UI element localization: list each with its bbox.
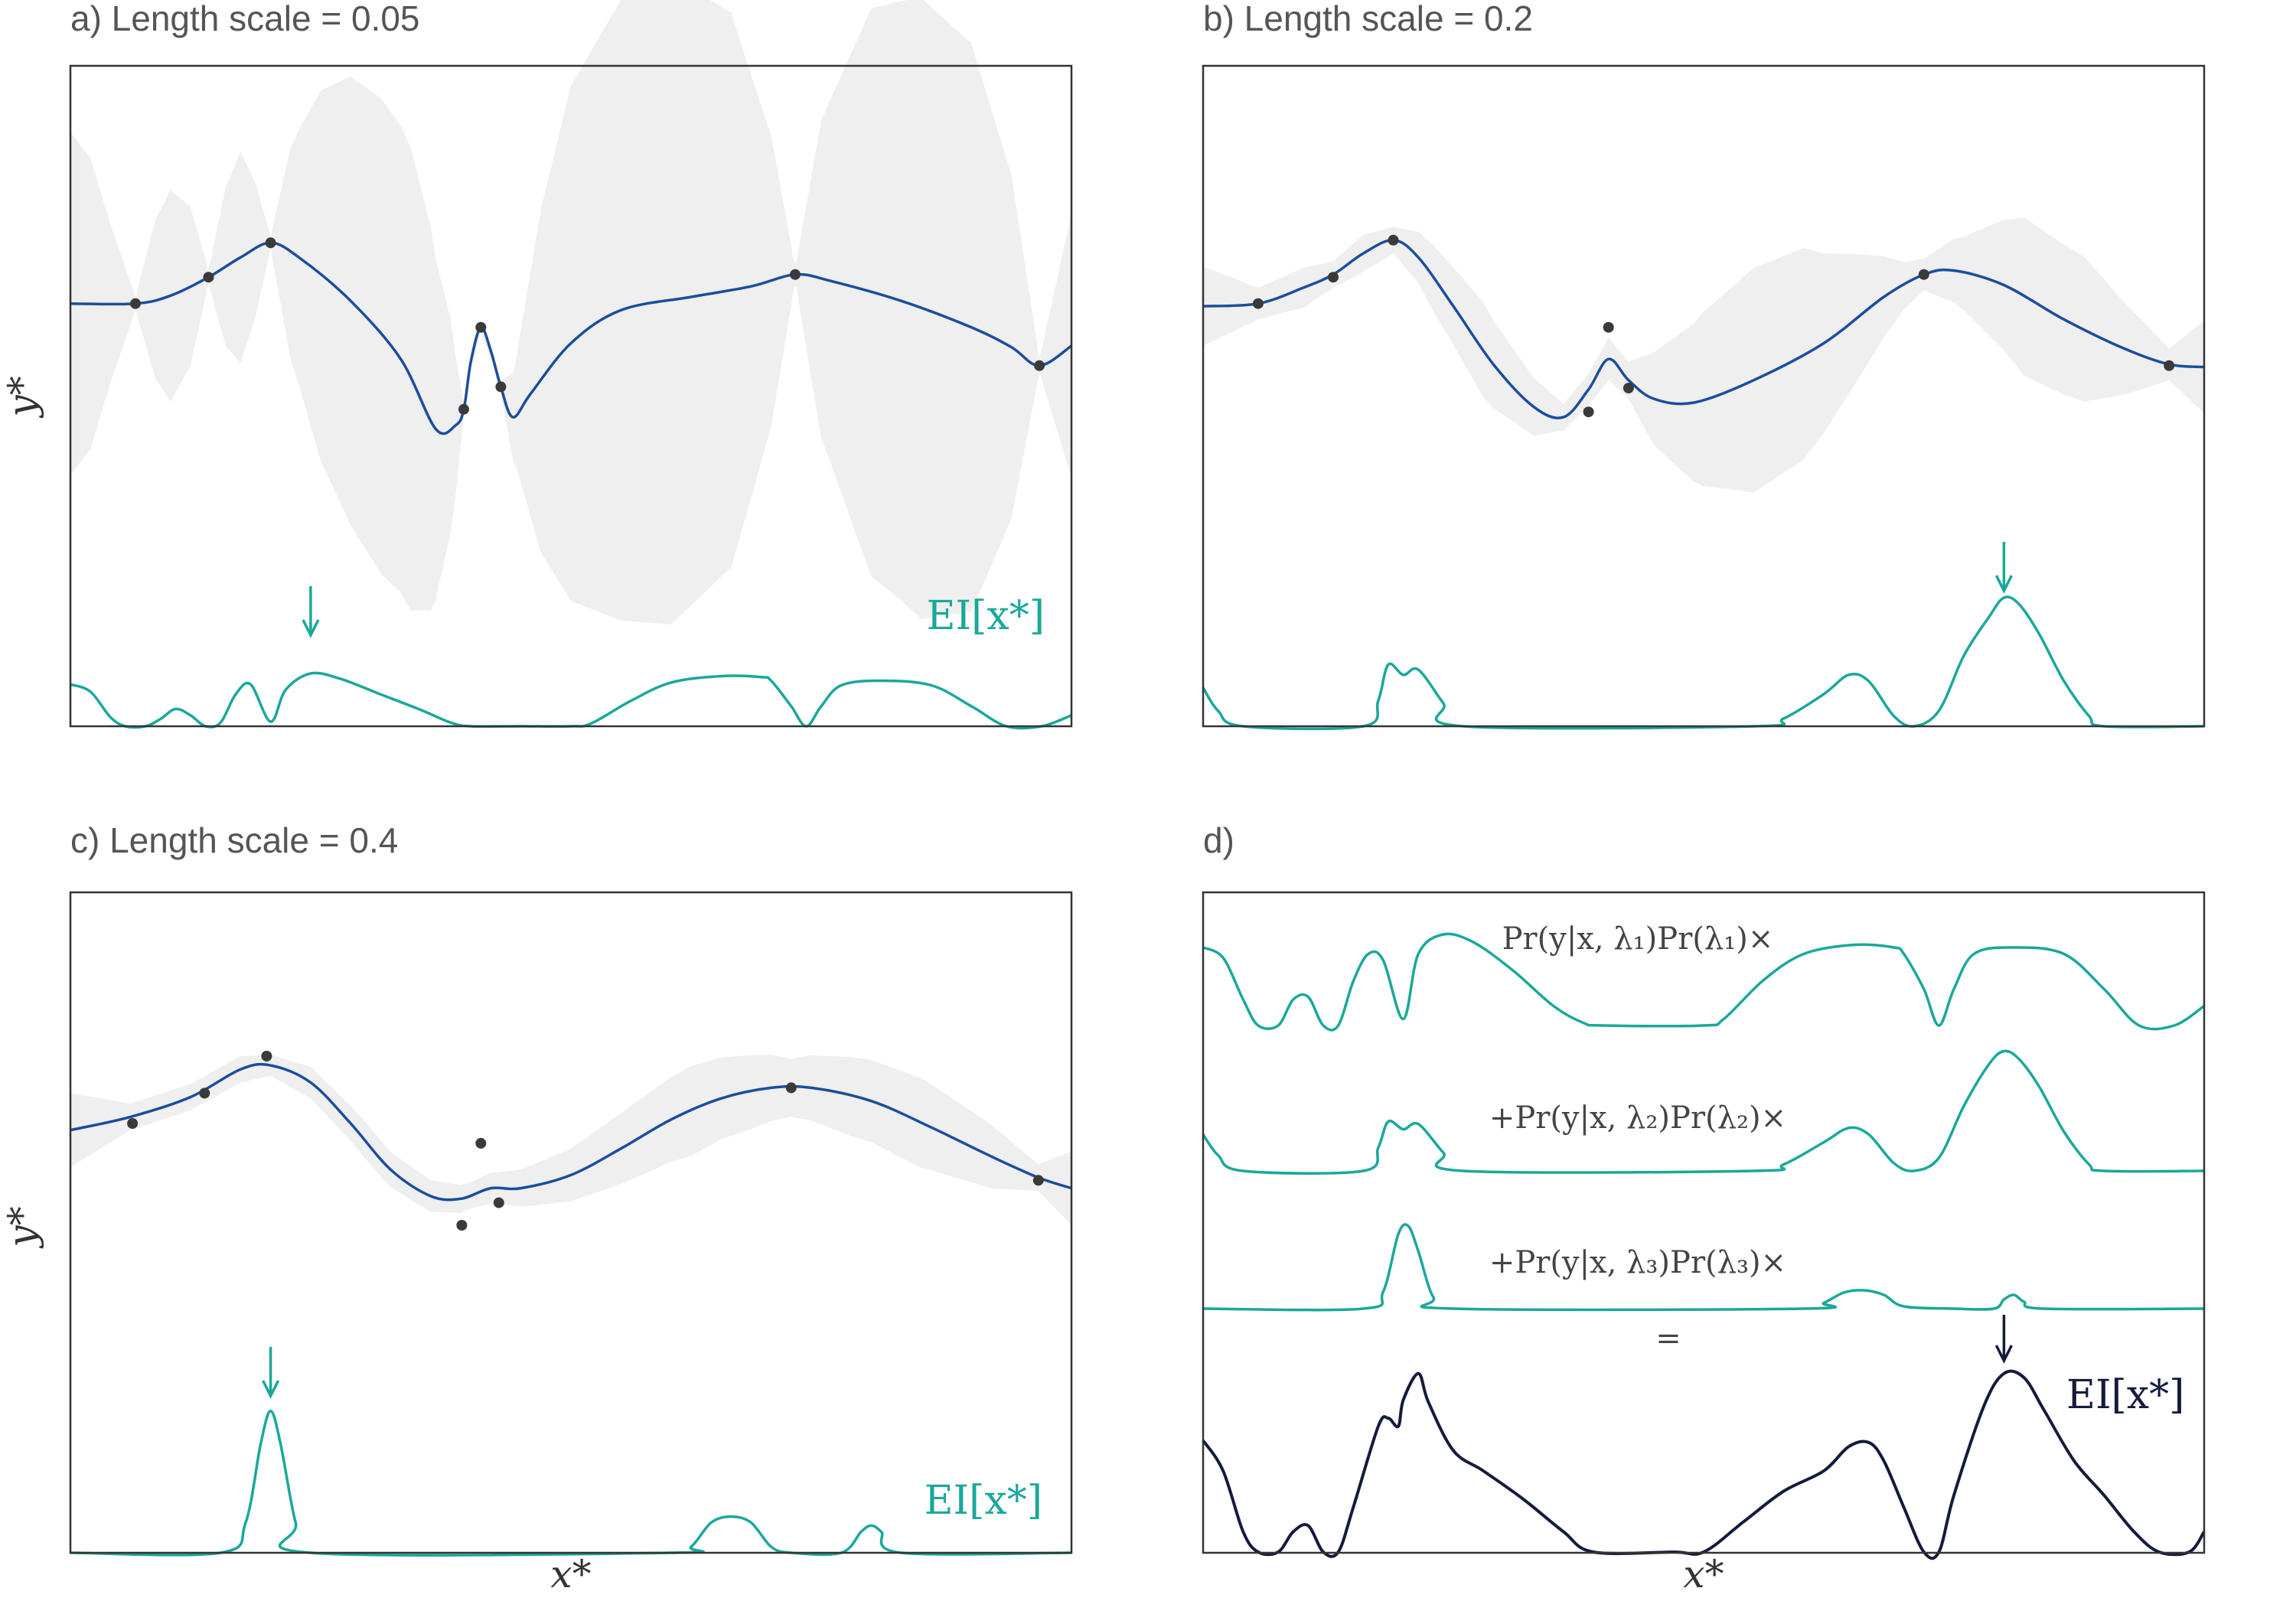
panel-b-uncertainty-band: [1203, 217, 2204, 493]
panel-b-observation-5: [1603, 321, 1614, 333]
panel-b: b) Length scale = 0.2: [1202, 0, 2206, 731]
panel-b-ei-curve: [1202, 595, 2205, 731]
panel-a-band-layer: [70, 0, 1071, 625]
panel-a-arrow: [302, 586, 320, 638]
panel-d-series-3: [1202, 1223, 2205, 1312]
panel-d-series-2: [1202, 1049, 2205, 1175]
panel-b-band-layer: [1203, 217, 2204, 493]
panel-c-ei-curve: [70, 1410, 1072, 1557]
panel-b-ei-layer: [1202, 595, 2205, 731]
panel-d-frame: [1202, 891, 2206, 1554]
panel-b-observation-7: [1918, 269, 1929, 280]
panel-b-points-layer: [1252, 234, 2175, 418]
panel-b-title: b) Length scale = 0.2: [1203, 0, 1533, 38]
panel-c-observation-2: [199, 1087, 210, 1099]
panel-c-mean-curve: [70, 1062, 1072, 1202]
panel-c-observation-5: [475, 1137, 487, 1149]
panel-b-observation-1: [1252, 298, 1264, 309]
panel-c-y-label: y*: [0, 1206, 44, 1248]
panel-c-observation-4: [456, 1220, 468, 1231]
panel-d-series-4: [1202, 1369, 2206, 1560]
panel-d-arrow: [1994, 1315, 2013, 1364]
panel-a-observation-1: [130, 298, 141, 309]
panel-a-observation-7: [790, 269, 801, 280]
panel-a-points-layer: [130, 237, 1045, 415]
panel-a-observation-2: [203, 272, 214, 283]
panel-a-ei-curve: [70, 671, 1072, 730]
panel-d-series-1: [1202, 932, 2206, 1032]
equals-sign: =: [1655, 1321, 1681, 1356]
panel-c-uncertainty-band: [70, 1055, 1071, 1225]
panel-a-max-arrow-head: [302, 619, 320, 638]
panel-b-observation-3: [1388, 234, 1399, 246]
panel-a-title: a) Length scale = 0.05: [70, 0, 420, 38]
panel-c-frame: [69, 891, 1073, 1554]
panel-b-observation-6: [1623, 383, 1634, 394]
panel-c-observation-8: [1032, 1175, 1044, 1186]
panel-c-band-layer: [70, 1055, 1071, 1225]
panel-a-uncertainty-band: [70, 0, 1071, 625]
panel-c-observation-6: [493, 1197, 504, 1208]
panel-b-frame: [1202, 64, 2206, 728]
panel-d: d) Pr(y|x, λ₁)Pr(λ₁)× +Pr(y|x, λ₂)Pr(λ₂)…: [1202, 820, 2206, 1596]
panel-c-observation-7: [785, 1082, 797, 1094]
panel-b-observation-8: [2164, 360, 2175, 371]
panel-c-ei-label: EI[x*]: [925, 1478, 1042, 1524]
formula-term-1: Pr(y|x, λ₁)Pr(λ₁)×: [1502, 921, 1774, 957]
panel-a-observation-3: [265, 237, 276, 249]
panel-c-observation-1: [127, 1118, 139, 1129]
panel-a-frame: [69, 64, 1073, 728]
panel-c-observation-3: [261, 1051, 272, 1061]
panel-a-observation-8: [1034, 360, 1045, 371]
panel-c-mean-layer: [70, 1062, 1072, 1202]
panel-c-ei-layer: [70, 1410, 1072, 1557]
panel-c-title: c) Length scale = 0.4: [70, 820, 398, 860]
panel-b-mean-layer: [1202, 239, 2205, 419]
panel-c-points-layer: [127, 1051, 1044, 1231]
formula-term-2: +Pr(y|x, λ₂)Pr(λ₂)×: [1489, 1100, 1786, 1136]
panel-d-x-label: x*: [1683, 1552, 1724, 1596]
panel-d-title: d): [1203, 820, 1234, 860]
formula-term-3: +Pr(y|x, λ₃)Pr(λ₃)×: [1489, 1245, 1786, 1280]
panel-c-max-arrow-head: [262, 1380, 280, 1399]
panel-d-max-arrow-head: [1994, 1345, 2013, 1364]
panel-a-observation-5: [475, 321, 487, 333]
panel-a-observation-4: [458, 403, 469, 415]
panel-a-y-label: y*: [0, 376, 44, 418]
panel-c-arrow: [262, 1347, 280, 1399]
panel-b-arrow: [1994, 542, 2013, 594]
panel-a-ei-label: EI[x*]: [927, 593, 1045, 639]
panel-b-observation-2: [1328, 272, 1339, 283]
panel-a: a) Length scale = 0.05 y* EI[x*]: [0, 0, 1073, 730]
panel-a-observation-6: [495, 381, 507, 393]
panel-c: c) Length scale = 0.4 y* x* EI[x*]: [0, 820, 1073, 1596]
panel-b-max-arrow-head: [1994, 575, 2013, 594]
panel-b-observation-4: [1583, 406, 1594, 418]
panel-d-ei-label: EI[x*]: [2066, 1372, 2184, 1418]
panel-a-ei-layer: [70, 671, 1072, 730]
panel-c-x-label: x*: [550, 1552, 591, 1596]
panel-b-mean-curve: [1202, 239, 2205, 419]
